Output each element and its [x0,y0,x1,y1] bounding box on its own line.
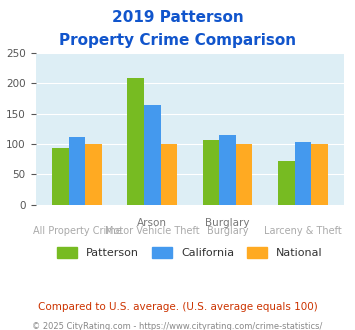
Bar [85,144,102,205]
Bar [203,140,219,205]
Bar [144,105,160,205]
Text: Property Crime Comparison: Property Crime Comparison [59,33,296,48]
Bar [160,144,177,205]
Bar [219,135,236,205]
Text: Motor Vehicle Theft: Motor Vehicle Theft [105,226,200,236]
Bar [69,137,85,205]
Text: Arson: Arson [137,218,167,228]
Text: Larceny & Theft: Larceny & Theft [264,226,342,236]
Bar [236,144,252,205]
Legend: Patterson, California, National: Patterson, California, National [53,243,327,263]
Bar [311,144,328,205]
Text: 2019 Patterson: 2019 Patterson [111,10,244,25]
Bar [295,142,311,205]
Text: All Property Crime: All Property Crime [33,226,121,236]
Text: Compared to U.S. average. (U.S. average equals 100): Compared to U.S. average. (U.S. average … [38,302,317,312]
Text: Burglary: Burglary [205,218,250,228]
Text: © 2025 CityRating.com - https://www.cityrating.com/crime-statistics/: © 2025 CityRating.com - https://www.city… [32,322,323,330]
Bar [52,148,69,205]
Bar [127,78,144,205]
Text: Burglary: Burglary [207,226,248,236]
Bar [278,161,295,205]
